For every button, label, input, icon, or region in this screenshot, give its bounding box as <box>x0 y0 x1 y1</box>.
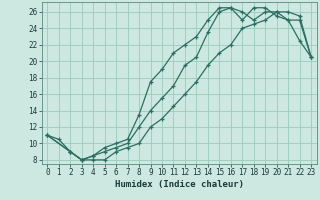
X-axis label: Humidex (Indice chaleur): Humidex (Indice chaleur) <box>115 180 244 189</box>
